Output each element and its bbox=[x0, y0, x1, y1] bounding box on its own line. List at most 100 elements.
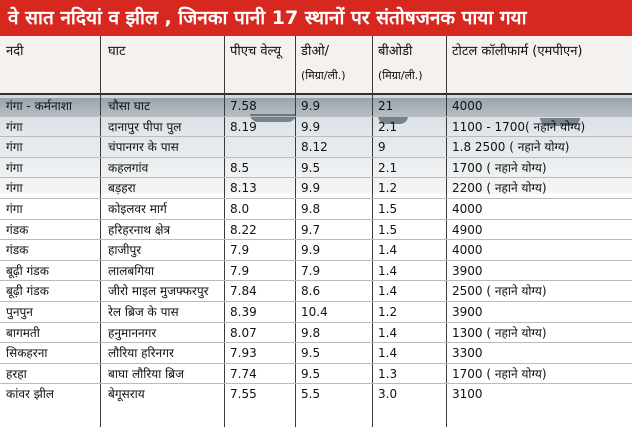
cell-ph: 7.74 bbox=[230, 366, 257, 381]
cell-river: सिकहरना bbox=[6, 346, 48, 361]
column-header-ph: पीएच वेल्यू bbox=[230, 44, 282, 59]
cell-bod: 1.2 bbox=[378, 181, 398, 196]
cell-do: 9.9 bbox=[301, 243, 321, 258]
row-divider bbox=[0, 280, 632, 282]
cell-bod: 1.4 bbox=[378, 325, 398, 340]
cell-coliform: 3900 bbox=[452, 263, 483, 278]
cell-do: 9.8 bbox=[301, 325, 321, 340]
cell-ghat: लालबगिया bbox=[108, 263, 155, 278]
cell-river: गंगा bbox=[6, 119, 23, 134]
cell-do: 9.5 bbox=[301, 160, 321, 175]
header-divider bbox=[0, 93, 632, 95]
cell-coliform: 4000 bbox=[452, 243, 483, 258]
cell-ghat: हाजीपुर bbox=[108, 243, 142, 258]
cell-bod: 1.4 bbox=[378, 263, 398, 278]
cell-coliform: 1300 ( नहाने योग्य) bbox=[452, 325, 547, 340]
column-header-ghat: घाट bbox=[108, 44, 126, 59]
cell-coliform: 1100 - 1700( नहाने योग्य) bbox=[452, 119, 586, 134]
table-row: सिकहरना लौरिया हरिनगर 7.93 9.5 1.4 3300 bbox=[0, 343, 632, 363]
column-header-do-unit: (मिग्रा/ली.) bbox=[301, 69, 346, 82]
cell-ghat: कोइलवर मार्ग bbox=[108, 202, 167, 216]
cell-do: 9.9 bbox=[301, 119, 321, 134]
cell-bod: 1.3 bbox=[378, 366, 398, 381]
boat-silhouette bbox=[378, 116, 408, 124]
cell-river: गंगा bbox=[6, 202, 23, 216]
cell-river: बूढ़ी गंडक bbox=[6, 284, 49, 299]
row-divider bbox=[0, 239, 632, 241]
column-header-coliform: टोटल कॉलीफार्म (एमपीएन) bbox=[452, 44, 583, 59]
cell-ghat: चौसा घाट bbox=[108, 99, 151, 113]
cell-river: गंगा bbox=[6, 160, 23, 175]
cell-ph: 8.19 bbox=[230, 119, 257, 134]
cell-bod: 2.1 bbox=[378, 160, 398, 175]
table-row: गंगा कहलगांव 8.5 9.5 2.1 1700 ( नहाने योग्य) bbox=[0, 158, 632, 178]
cell-ph: 7.58 bbox=[230, 99, 257, 113]
cell-bod: 1.4 bbox=[378, 284, 398, 299]
table-row: बागमती हनुमाननगर 8.07 9.8 1.4 1300 ( नहाने यो… bbox=[0, 323, 632, 343]
column-divider bbox=[446, 36, 447, 427]
row-divider bbox=[0, 156, 632, 158]
cell-river: बागमती bbox=[6, 325, 40, 340]
cell-do: 9.5 bbox=[301, 346, 321, 361]
cell-coliform: 1.8 2500 ( नहाने योग्य) bbox=[452, 140, 570, 155]
cell-ghat: बेगूसराय bbox=[108, 387, 145, 402]
cell-river: गंगा - कर्मनाशा bbox=[6, 99, 73, 113]
cell-ghat: बाघा लौरिया ब्रिज bbox=[108, 366, 184, 381]
cell-ghat: कहलगांव bbox=[108, 160, 149, 175]
cell-ghat: चंपानगर के पास bbox=[108, 140, 179, 155]
cell-ph: 8.13 bbox=[230, 181, 257, 196]
column-header-river: नदी bbox=[6, 44, 24, 59]
row-divider bbox=[0, 136, 632, 138]
cell-coliform: 1700 ( नहाने योग्य) bbox=[452, 366, 547, 381]
table-row: गंगा दानापुर पीपा पुल 8.19 9.9 2.1 1100 - 170… bbox=[0, 117, 632, 137]
row-divider bbox=[0, 115, 632, 117]
cell-coliform: 3900 bbox=[452, 305, 483, 319]
cell-do: 9.9 bbox=[301, 99, 321, 113]
cell-do: 9.8 bbox=[301, 202, 321, 216]
row-divider bbox=[0, 177, 632, 179]
row-divider bbox=[0, 218, 632, 220]
column-divider bbox=[224, 36, 225, 427]
table-row: बूढ़ी गंडक जीरो माइल मुजफ्फरपुर 7.84 8.6 1.4… bbox=[0, 281, 632, 301]
cell-ph: 7.55 bbox=[230, 387, 257, 402]
cell-ghat: लौरिया हरिनगर bbox=[108, 346, 174, 361]
cell-coliform: 4000 bbox=[452, 202, 483, 216]
cell-coliform: 3300 bbox=[452, 346, 483, 361]
table-row: गंडक हरिहरनाथ क्षेत्र 8.22 9.7 1.5 4900 bbox=[0, 220, 632, 240]
table-row: गंगा चंपानगर के पास 8.12 9 1.8 2500 ( नहाने… bbox=[0, 137, 632, 157]
table-row: पुनपुन रेल ब्रिज के पास 8.39 10.4 1.2 3900 bbox=[0, 302, 632, 322]
cell-ph: 8.39 bbox=[230, 305, 257, 319]
row-divider bbox=[0, 301, 632, 302]
cell-ghat: रेल ब्रिज के पास bbox=[108, 305, 179, 319]
cell-do: 10.4 bbox=[301, 305, 328, 319]
page-title: वे सात नदियां व झील , जिनका पानी 17 स्था… bbox=[0, 0, 632, 36]
cell-bod: 1.5 bbox=[378, 222, 398, 237]
table-header-background bbox=[0, 36, 632, 94]
cell-river: बूढ़ी गंडक bbox=[6, 263, 49, 278]
table-row: हरहा बाघा लौरिया ब्रिज 7.74 9.5 1.3 1700 ( नह… bbox=[0, 364, 632, 384]
column-divider bbox=[295, 36, 296, 427]
column-header-bod-unit: (मिग्रा/ली.) bbox=[378, 69, 423, 82]
row-divider bbox=[0, 259, 632, 261]
cell-do: 8.6 bbox=[301, 284, 321, 299]
cell-coliform: 4000 bbox=[452, 99, 483, 113]
cell-river: कांवर झील bbox=[6, 387, 55, 402]
cell-bod: 1.5 bbox=[378, 202, 398, 216]
cell-bod: 1.2 bbox=[378, 305, 398, 319]
cell-river: पुनपुन bbox=[6, 305, 33, 319]
table-row: गंगा - कर्मनाशा चौसा घाट 7.58 9.9 21 4000 bbox=[0, 96, 632, 116]
cell-bod: 1.4 bbox=[378, 243, 398, 258]
row-divider bbox=[0, 198, 632, 199]
cell-bod: 3.0 bbox=[378, 387, 398, 402]
column-divider bbox=[100, 36, 101, 427]
row-divider bbox=[0, 362, 632, 364]
cell-ph: 8.0 bbox=[230, 202, 250, 216]
cell-bod: 2.1 bbox=[378, 119, 398, 134]
column-header-do: डीओ/ bbox=[301, 44, 330, 59]
cell-ghat: हरिहरनाथ क्षेत्र bbox=[108, 222, 171, 237]
river-bank-strip bbox=[0, 98, 632, 116]
cell-ph: 8.22 bbox=[230, 222, 257, 237]
cell-coliform: 2200 ( नहाने योग्य) bbox=[452, 181, 547, 196]
cell-ph: 8.5 bbox=[230, 160, 250, 175]
cell-river: गंडक bbox=[6, 243, 29, 258]
